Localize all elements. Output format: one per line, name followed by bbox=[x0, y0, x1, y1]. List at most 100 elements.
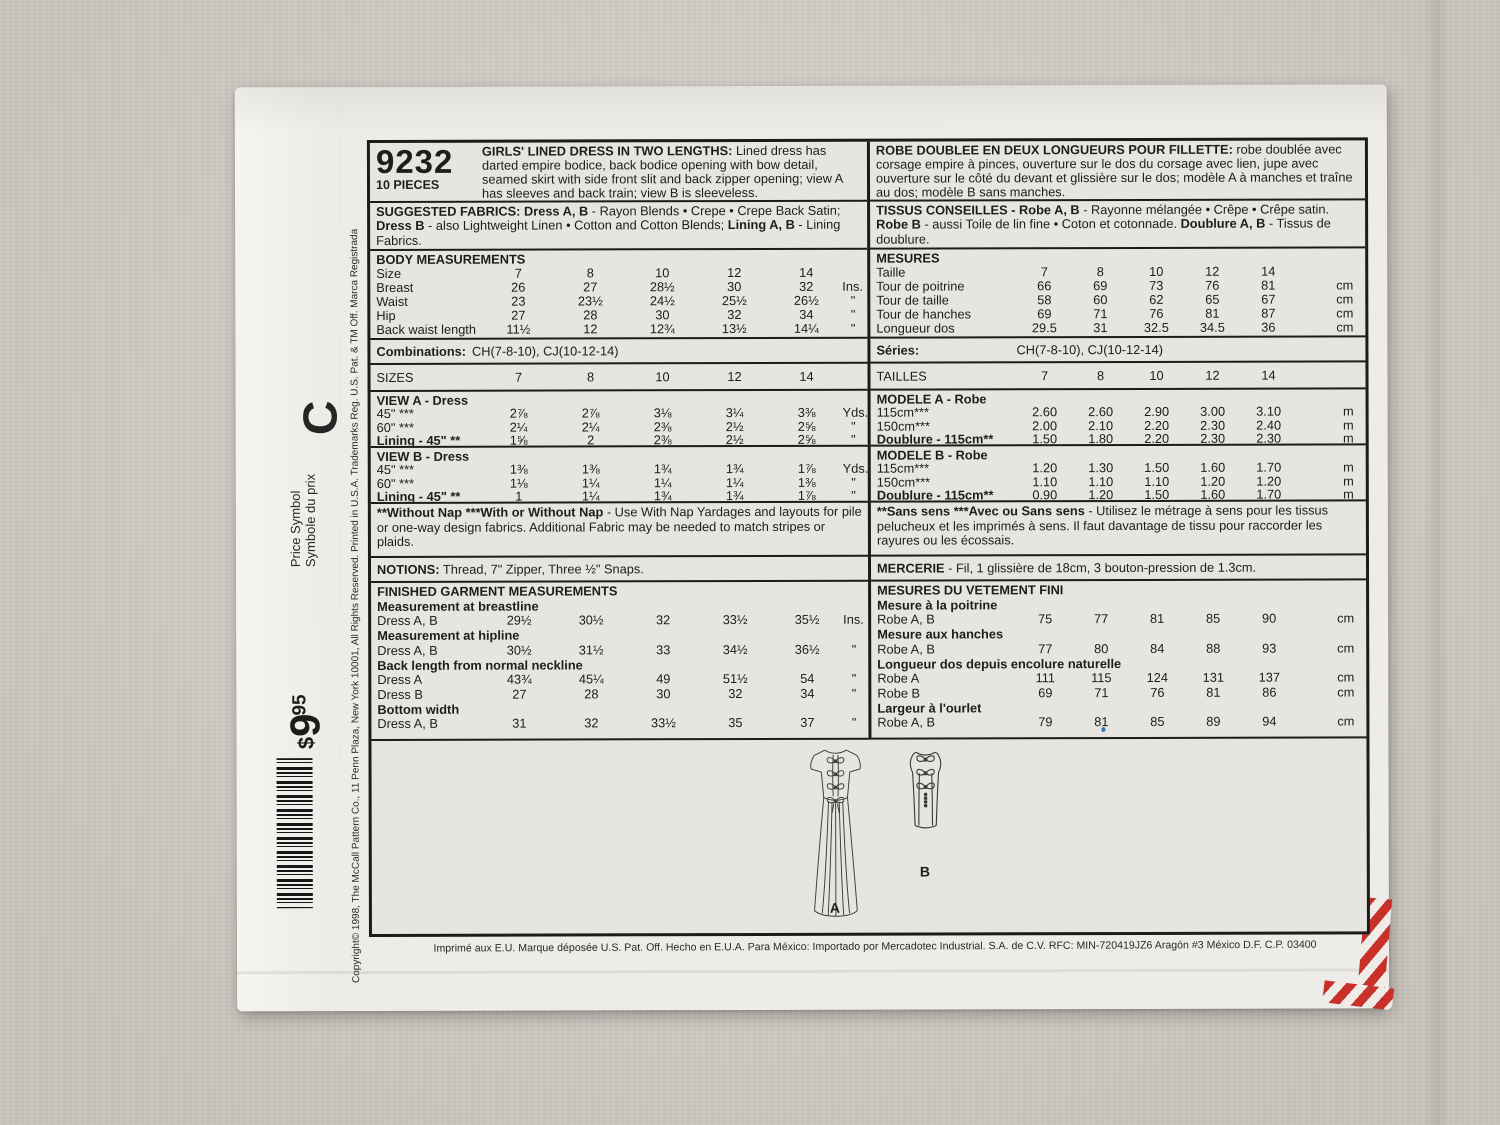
cell-label: Robe B bbox=[877, 685, 921, 701]
info-panel: 9232 10 PIECES GIRLS' LINED DRESS IN TWO… bbox=[366, 137, 1370, 937]
sub-heading: Measurement at hipline bbox=[377, 627, 520, 644]
cell-label: Robe A bbox=[877, 670, 920, 686]
cell-value: 14 bbox=[1261, 263, 1276, 279]
cell-value: 34.5 bbox=[1199, 320, 1225, 336]
cell-value: 35 bbox=[728, 715, 743, 731]
section-title: VIEW A - Dress bbox=[376, 392, 469, 408]
cell-value: 1⅞ bbox=[797, 487, 816, 503]
cell-unit: Ins. bbox=[843, 612, 864, 628]
cell-unit: " bbox=[851, 641, 857, 657]
body-measurements-fr: MESURES Taille 7 8 10 12 14 Tour de poitrine 6… bbox=[870, 248, 1366, 339]
cell-value: 1.50 bbox=[1144, 486, 1170, 502]
cell-value: 73 bbox=[1149, 278, 1164, 294]
cell-value: 28½ bbox=[649, 279, 675, 295]
cell-value: 85 bbox=[1206, 611, 1221, 627]
cell-value: 2¼ bbox=[581, 418, 600, 435]
measurement-row: Taille 7 8 10 12 14 bbox=[876, 263, 1359, 280]
cell-value: 1 bbox=[515, 488, 523, 504]
cell-label: 115cm*** bbox=[876, 460, 930, 476]
section-title: VIEW B - Dress bbox=[376, 448, 470, 464]
cell-value: 81 bbox=[1206, 684, 1221, 700]
measurement-row: 150cm*** 1.10 1.10 1.10 1.20 1.20 m bbox=[877, 473, 1360, 489]
cell-value: 33½ bbox=[650, 715, 676, 731]
cell-value: 1¾ bbox=[653, 488, 672, 504]
cell-value: 13½ bbox=[721, 321, 747, 337]
cell-label: Dress A, B bbox=[377, 613, 438, 629]
measurement-row: 60" *** 1⅛ 1¼ 1¼ 1¼ 1⅜ " bbox=[377, 474, 862, 490]
barcode bbox=[276, 758, 313, 909]
cell-value: 0.90 bbox=[1032, 487, 1058, 503]
cell-value: 27 bbox=[511, 307, 526, 323]
cell-value: 8 bbox=[1096, 264, 1104, 280]
sizes-row-fr: TAILLES 7 8 10 12 14 bbox=[870, 362, 1366, 391]
cell-label: Doublure - 115cm** bbox=[876, 431, 994, 447]
measurement-row: 60" *** 2¼ 2¼ 2⅜ 2½ 2⅝ " bbox=[377, 418, 862, 435]
pattern-number: 9232 bbox=[375, 142, 454, 180]
cell-unit: cm bbox=[1336, 291, 1354, 307]
cell-value: 1⅞ bbox=[797, 461, 816, 477]
combinations-label: Combinations: bbox=[376, 343, 467, 359]
measurement-row: Breast 26 27 28½ 30 32 Ins. bbox=[376, 279, 863, 295]
measurement-row: Dress A, B 31 32 33½ 35 37 " bbox=[377, 715, 862, 732]
measurement-row: Dress A 43¾ 45¼ 49 51½ 54 " bbox=[377, 671, 862, 688]
pattern-number-block: 9232 10 PIECES bbox=[375, 142, 474, 199]
measurement-row: Robe A, B 77 80 84 88 93 cm bbox=[877, 640, 1360, 657]
cell-value: 2.60 bbox=[1032, 404, 1058, 420]
cell-value: 76 bbox=[1149, 306, 1164, 322]
french-column: ROBE DOUBLEE EN DEUX LONGUEURS POUR FILL… bbox=[866, 140, 1367, 740]
cell-value: 2⅝ bbox=[797, 418, 816, 434]
cell-value: 7 bbox=[1040, 368, 1049, 384]
cell-value: 34½ bbox=[722, 641, 748, 657]
cell-value: 1.20 bbox=[1256, 473, 1282, 489]
cell-value: 111 bbox=[1035, 670, 1056, 686]
cell-value: 32 bbox=[799, 279, 814, 295]
suggested-fabrics-en: SUGGESTED FABRICS: Dress A, B - Rayon Bl… bbox=[370, 201, 868, 251]
section-title: MODELE A - Robe bbox=[876, 391, 987, 407]
combinations-label: Séries: bbox=[876, 342, 920, 358]
sub-heading: Mesure aux hanches bbox=[877, 626, 1004, 642]
price-symbol-en: Price Symbol bbox=[287, 490, 304, 568]
cell-unit: cm bbox=[1336, 319, 1354, 335]
cell-value: 36 bbox=[1261, 320, 1276, 336]
bilingual-columns: 9232 10 PIECES GIRLS' LINED DRESS IN TWO… bbox=[369, 140, 1367, 741]
cell-value: 1.20 bbox=[1200, 473, 1226, 489]
cell-unit: cm bbox=[1337, 684, 1355, 700]
cell-value: 29.5 bbox=[1031, 320, 1057, 336]
cell-value: 2.20 bbox=[1144, 430, 1170, 446]
description-fr: ROBE DOUBLEE EN DEUX LONGUEURS POUR FILL… bbox=[875, 141, 1353, 200]
cell-value: 81 bbox=[1205, 306, 1220, 322]
cell-label: Dress A bbox=[377, 672, 423, 688]
cell-value: 1¾ bbox=[653, 461, 672, 477]
measurement-row: 150cm*** 2.00 2.10 2.20 2.30 2.40 m bbox=[877, 417, 1360, 433]
measurement-row: Lining - 45" ** 1⅝ 2 2⅜ 2½ 2⅝ " bbox=[377, 432, 862, 448]
measurement-row: 45" *** 2⅞ 2⅞ 3⅛ 3¼ 3⅜ Yds. bbox=[377, 405, 868, 421]
measurement-row: Robe A, B 75 77 81 85 90 cm bbox=[877, 611, 1360, 628]
cell-unit: cm bbox=[1337, 713, 1355, 729]
cell-value: 12 bbox=[1205, 263, 1220, 279]
cell-value: 2.30 bbox=[1256, 430, 1282, 446]
cell-value: 1¼ bbox=[653, 474, 672, 490]
measurement-row: Doublure - 115cm** 1.50 1.80 2.20 2.30 2.30 m bbox=[876, 430, 1360, 447]
cell-value: 7 bbox=[514, 369, 523, 385]
cell-value: 65 bbox=[1205, 292, 1220, 308]
price-tag: $995 bbox=[281, 694, 329, 749]
cell-value: 27 bbox=[583, 279, 598, 295]
price-dollars: 9 bbox=[281, 715, 329, 737]
section-title: MESURES DU VETEMENT FINI bbox=[877, 582, 1064, 598]
cell-value: 23 bbox=[511, 293, 526, 309]
cell-value: 81 bbox=[1261, 277, 1276, 293]
cell-value: 1.60 bbox=[1200, 460, 1226, 476]
sub-heading: Longueur dos depuis encolure naturelle bbox=[877, 655, 1122, 672]
cell-value: 76 bbox=[1205, 277, 1220, 293]
cell-unit: m bbox=[1342, 403, 1354, 419]
cell-value: 29½ bbox=[506, 612, 532, 629]
cell-value: 71 bbox=[1094, 684, 1109, 701]
measurement-row: Hip 27 28 30 32 34 " bbox=[376, 307, 861, 323]
sub-heading: Bottom width bbox=[377, 701, 460, 717]
cell-value: 1¾ bbox=[725, 487, 744, 503]
measurement-row: Robe B 69 71 76 81 86 cm bbox=[877, 684, 1360, 701]
body-measurements-en: BODY MEASUREMENTS Size 7 8 10 12 14 Breast 26 2… bbox=[370, 249, 868, 340]
cell-value: 7 bbox=[514, 265, 522, 281]
cell-value: 14 bbox=[799, 368, 814, 384]
cell-value: 81 bbox=[1150, 611, 1165, 627]
